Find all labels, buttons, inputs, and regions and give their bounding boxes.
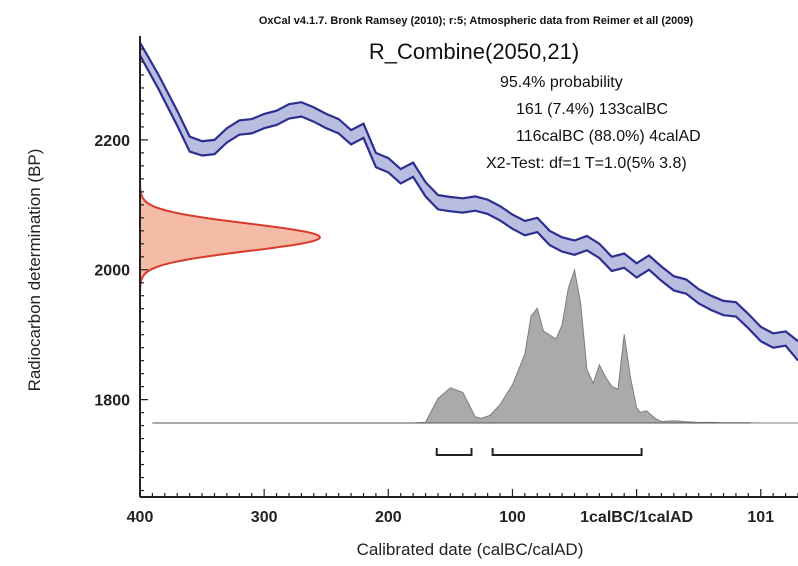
axis-ticks: 400 300 200 100 1calBC/1calAD 101 1800 2000 2200 [94,48,798,526]
x-tick-label: 400 [127,509,154,526]
x-tick-label: 300 [251,509,278,526]
measurement-distribution [140,181,322,293]
y-tick-label: 2000 [94,263,130,280]
x-axis-label: Calibrated date (calBC/calAD) [357,540,584,559]
x-tick-label: 101 [747,509,774,526]
calibration-curve-upper [140,41,798,343]
plot-contents [140,41,798,424]
annotation-range-2: 116calBC (88.0%) 4calAD [516,128,701,145]
chart-title: R_Combine(2050,21) [369,39,579,64]
y-axis-label: Radiocarbon determination (BP) [25,149,44,392]
x-tick-label: 200 [375,509,402,526]
calibration-curve-lower [140,54,798,362]
plot-area [139,36,798,498]
chart-header: OxCal v4.1.7. Bronk Ramsey (2010); r:5; … [259,15,694,27]
annotation-probability: 95.4% probability [500,74,623,91]
annotation-chi-test: X2-Test: df=1 T=1.0(5% 3.8) [486,155,687,172]
hpd-range-bracket [491,448,643,456]
posterior-distribution [152,268,798,424]
annotation-range-1: 161 (7.4%) 133calBC [516,101,668,118]
hpd-range-bracket [435,448,473,456]
y-tick-label: 2200 [94,133,130,150]
x-tick-label: 100 [499,509,526,526]
y-tick-label: 1800 [94,393,130,410]
x-tick-label: 1calBC/1calAD [580,509,693,526]
calibration-curve-band [140,42,798,361]
